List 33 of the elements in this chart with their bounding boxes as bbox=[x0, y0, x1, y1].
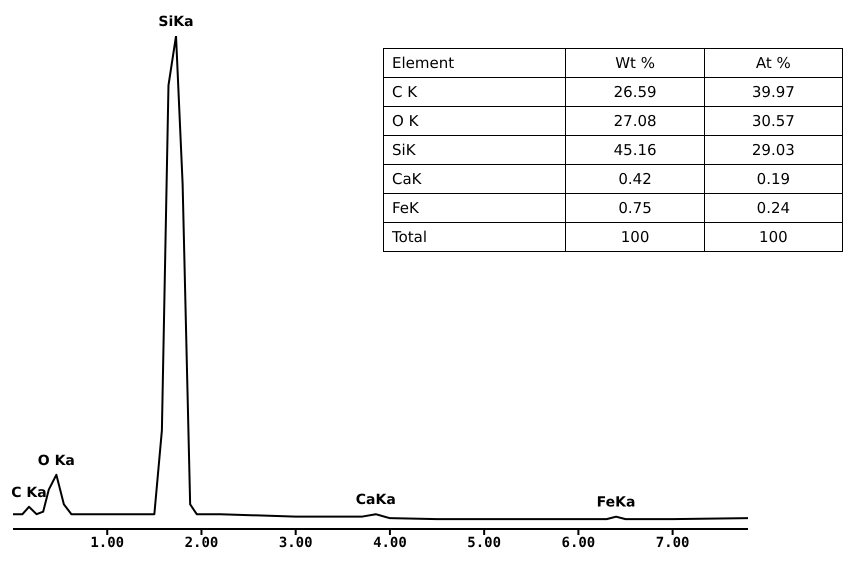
text: At % bbox=[704, 48, 842, 78]
x-tick-label: 7.00 bbox=[656, 534, 690, 551]
data-label: 100 bbox=[566, 222, 704, 252]
category-label: FeK bbox=[384, 194, 566, 222]
series-label: Wt % bbox=[566, 48, 704, 78]
x-tick-label: 1.00 bbox=[90, 534, 124, 551]
data-label: 45.16 bbox=[566, 136, 704, 164]
annotation: CaKa bbox=[356, 492, 396, 508]
data-label: 100 bbox=[704, 222, 842, 252]
data-label: 0.19 bbox=[704, 164, 842, 194]
category-label: CaK bbox=[384, 164, 566, 194]
category-label: O K bbox=[384, 106, 566, 136]
category-label: Total bbox=[384, 222, 566, 252]
annotation: C Ka bbox=[11, 484, 47, 501]
x-tick-label: 2.00 bbox=[184, 534, 218, 551]
x-tick-label: 3.00 bbox=[278, 534, 313, 551]
x-tick-label: 5.00 bbox=[467, 534, 502, 551]
data-label: 0.42 bbox=[566, 164, 704, 194]
data-label: 0.75 bbox=[566, 194, 704, 222]
data-label: 30.57 bbox=[704, 106, 842, 136]
annotation: FeKa bbox=[596, 494, 636, 511]
annotation: SiKa bbox=[158, 14, 194, 30]
data-label: 27.08 bbox=[566, 106, 704, 136]
category-label: SiK bbox=[384, 136, 566, 164]
data-label: 29.03 bbox=[704, 136, 842, 164]
data-label: 39.97 bbox=[704, 78, 842, 106]
x-tick-label: 4.00 bbox=[373, 534, 407, 551]
category-label: C K bbox=[384, 78, 566, 106]
x-tick-label: 6.00 bbox=[562, 534, 596, 551]
annotation: O Ka bbox=[38, 452, 75, 469]
text: Element bbox=[384, 48, 566, 78]
data-label: 0.24 bbox=[704, 194, 842, 222]
data-label: 26.59 bbox=[566, 78, 704, 106]
